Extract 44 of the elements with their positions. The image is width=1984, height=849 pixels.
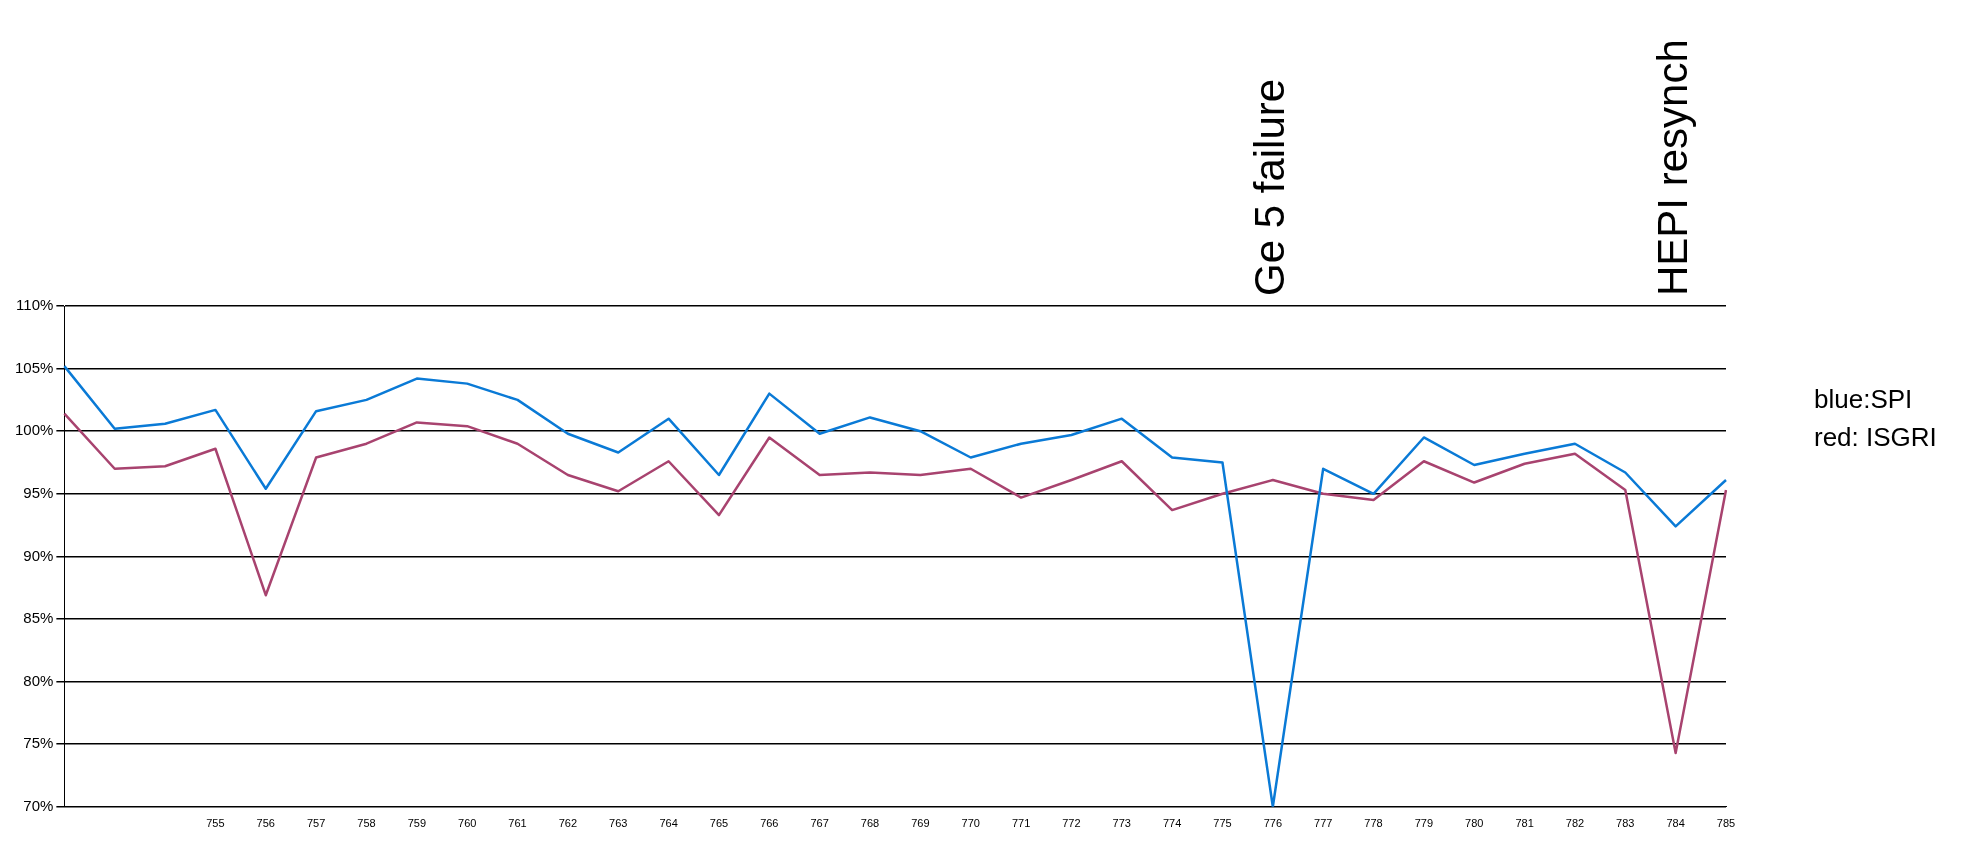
x-tick-label: 761 — [508, 817, 527, 830]
x-tick-label: 770 — [961, 817, 980, 830]
x-tick-label: 762 — [558, 817, 578, 830]
y-tick-label: 110% — [16, 296, 54, 314]
y-tick-label: 90% — [23, 546, 54, 564]
x-tick-label: 776 — [1263, 817, 1283, 830]
x-tick-label: 759 — [407, 817, 427, 830]
x-tick-label: 768 — [860, 817, 880, 830]
x-tick-label: 769 — [911, 817, 930, 830]
x-tick-label: 767 — [810, 817, 829, 830]
y-tick-label: 75% — [23, 734, 54, 752]
x-tick-label: 774 — [1162, 817, 1182, 830]
x-tick-label: 784 — [1666, 817, 1685, 830]
x-tick-label: 758 — [357, 817, 376, 830]
y-tick-label: 105% — [14, 358, 54, 376]
x-tick-label: 779 — [1414, 817, 1434, 830]
x-tick-label: 783 — [1616, 817, 1635, 830]
x-tick-label: 763 — [609, 817, 628, 830]
x-tick-label: 771 — [1011, 817, 1031, 830]
text: blue:SPI — [1814, 384, 1913, 415]
x-tick-label: 780 — [1465, 817, 1484, 830]
x-tick-label: 760 — [458, 817, 477, 830]
x-tick-label: 778 — [1364, 817, 1383, 830]
y-tick-label: 95% — [23, 483, 54, 501]
x-tick-label: 757 — [306, 817, 326, 830]
x-tick-label: 781 — [1515, 817, 1534, 830]
x-tick-label: 765 — [709, 817, 729, 830]
x-tick-label: 764 — [659, 817, 678, 830]
x-tick-label: 772 — [1062, 817, 1081, 830]
y-tick-label: 70% — [23, 796, 54, 814]
x-tick-label: 773 — [1112, 817, 1131, 830]
x-tick-label: 782 — [1565, 817, 1585, 830]
x-tick-label: 777 — [1314, 817, 1333, 830]
text: HEPI resynch — [1649, 39, 1697, 296]
x-tick-label: 756 — [256, 817, 275, 830]
x-tick-label: 785 — [1716, 817, 1736, 830]
x-tick-label: 775 — [1213, 817, 1232, 830]
text: red: ISGRI — [1814, 422, 1937, 453]
y-tick-label: 80% — [23, 671, 54, 689]
x-tick-label: 766 — [760, 817, 779, 830]
x-tick-label: 755 — [206, 817, 225, 830]
y-tick-label: 100% — [14, 421, 54, 439]
y-tick-label: 85% — [23, 609, 54, 627]
text: Ge 5 failure — [1246, 78, 1294, 296]
